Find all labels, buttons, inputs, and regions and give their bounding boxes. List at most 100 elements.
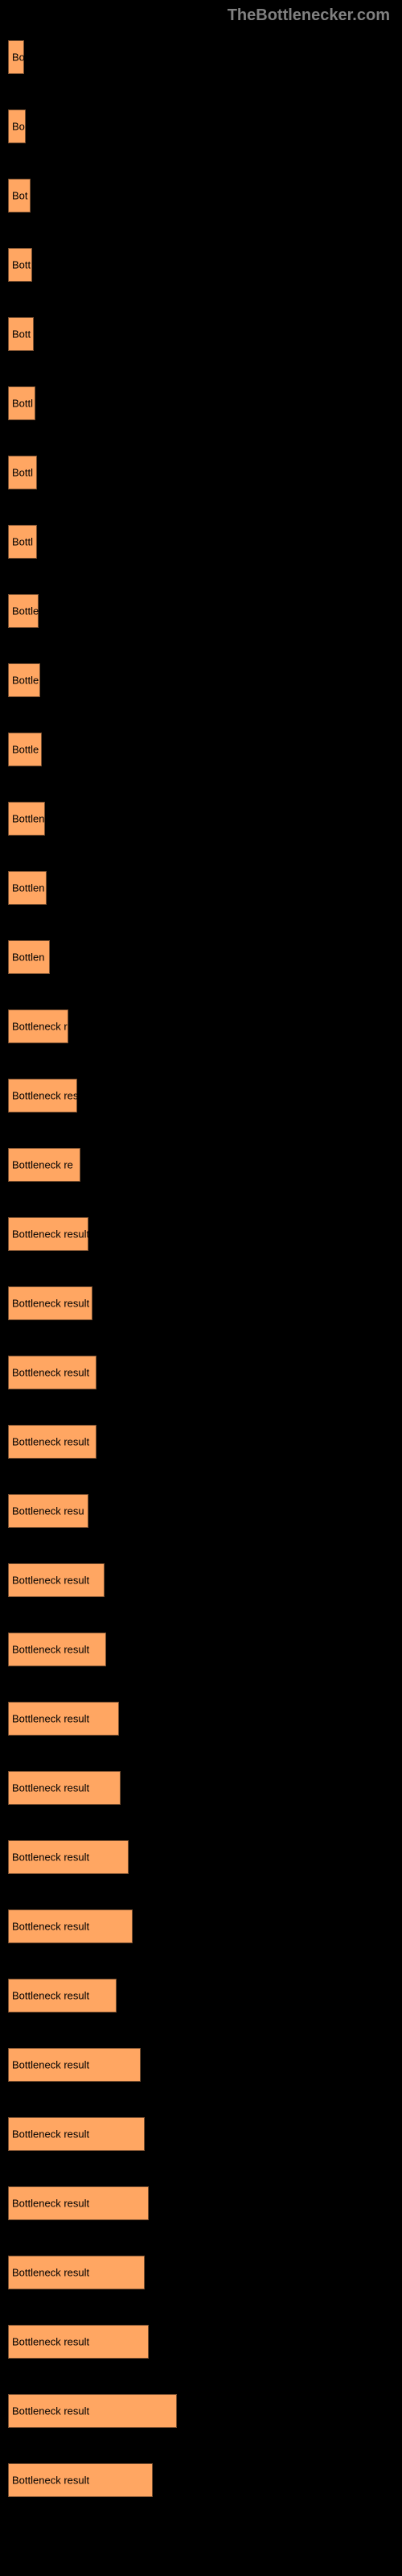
bar: Bottleneck result xyxy=(8,1909,133,1943)
bar-label: Bottlen xyxy=(12,952,44,964)
bar-label: Bo xyxy=(12,52,25,64)
bar: Bottleneck resu xyxy=(8,1494,88,1528)
bar: Bo xyxy=(8,109,26,143)
bar-row: Bot xyxy=(8,179,394,213)
bar: Bottleneck result xyxy=(8,1771,121,1805)
bar: Bottleneck result xyxy=(8,2463,153,2497)
bar-row: Bottleneck result xyxy=(8,2325,394,2359)
bar-row: Bottleneck result xyxy=(8,2256,394,2289)
bar-row: Bottleneck result xyxy=(8,1217,394,1251)
bar: Bot xyxy=(8,179,31,213)
bar-label: Bottle xyxy=(12,744,39,756)
bar-row: Bottleneck result xyxy=(8,1840,394,1874)
bar-row: Bottleneck result xyxy=(8,1633,394,1666)
bar: Bottl xyxy=(8,456,37,489)
bar-row: Bottlen xyxy=(8,871,394,905)
bar-label: Bottleneck result xyxy=(12,1575,89,1587)
bottleneck-bar-chart: Bo Bo Bot Bott Bott Bottl Bottl Bottl Bottle Bott… xyxy=(0,0,402,2549)
bar: Bottleneck result xyxy=(8,1425,96,1459)
bar-label: Bot xyxy=(12,190,28,202)
bar-label: Bottleneck result xyxy=(12,2267,89,2279)
bar-row: Bottleneck result xyxy=(8,1771,394,1805)
bar-row: Bottl xyxy=(8,525,394,559)
bar-label: Bottle xyxy=(12,675,39,687)
bar: Bottleneck result xyxy=(8,2394,177,2428)
bar-label: Bottl xyxy=(12,398,33,410)
bar-row: Bottleneck result xyxy=(8,1286,394,1320)
bar-row: Bottl xyxy=(8,456,394,489)
bar: Bott xyxy=(8,248,32,282)
bar: Bottl xyxy=(8,525,37,559)
bar-row: Bott xyxy=(8,248,394,282)
bar-label: Bottleneck result xyxy=(12,2128,89,2140)
bar-row: Bottleneck resu xyxy=(8,1494,394,1528)
bar: Bottleneck r xyxy=(8,1009,68,1043)
bar-row: Bottleneck r xyxy=(8,1009,394,1043)
bar-row: Bottleneck result xyxy=(8,2186,394,2220)
bar-row: Bottl xyxy=(8,386,394,420)
bar: Bottleneck res xyxy=(8,1079,77,1113)
bar-label: Bottl xyxy=(12,536,33,548)
bar-row: Bottleneck result xyxy=(8,1563,394,1597)
bar-row: Bottleneck result xyxy=(8,1425,394,1459)
bar: Bottleneck result xyxy=(8,2117,145,2151)
bar: Bottleneck result xyxy=(8,1356,96,1389)
bar-label: Bottleneck r xyxy=(12,1021,68,1033)
bar: Bottleneck result xyxy=(8,1840,129,1874)
bar-row: Bottleneck result xyxy=(8,1979,394,2013)
bar-row: Bottleneck result xyxy=(8,2463,394,2497)
bar-row: Bottleneck result xyxy=(8,1356,394,1389)
bar-label: Bottleneck re xyxy=(12,1159,73,1171)
bar: Bottleneck result xyxy=(8,1702,119,1736)
bar-row: Bottleneck result xyxy=(8,1702,394,1736)
bar-label: Bottleneck result xyxy=(12,2405,89,2417)
bar-label: Bottleneck result xyxy=(12,1436,89,1448)
bar-label: Bottl xyxy=(12,467,33,479)
bar: Bottleneck result xyxy=(8,1979,117,2013)
bar-label: Bottlen xyxy=(12,882,44,894)
bar: Bottle xyxy=(8,594,39,628)
bar-label: Bottleneck result xyxy=(12,2336,89,2348)
bar: Bottl xyxy=(8,386,35,420)
bar-label: Bottleneck resu xyxy=(12,1505,84,1517)
bar-row: Bottleneck res xyxy=(8,1079,394,1113)
bar: Bottleneck result xyxy=(8,1217,88,1251)
bar-label: Bottleneck result xyxy=(12,1921,89,1933)
bar-label: Bottlen xyxy=(12,813,44,825)
bar-label: Bottleneck result xyxy=(12,2198,89,2210)
bar-label: Bottleneck result xyxy=(12,2475,89,2487)
bar-row: Bottleneck result xyxy=(8,2117,394,2151)
bar-label: Bottleneck result xyxy=(12,1367,89,1379)
bar: Bottle xyxy=(8,733,42,766)
watermark-text: TheBottlenecker.com xyxy=(228,6,390,25)
bar: Bottleneck result xyxy=(8,2186,149,2220)
bar-label: Bottleneck result xyxy=(12,1298,89,1310)
bar: Bottleneck result xyxy=(8,2325,149,2359)
bar: Bottleneck result xyxy=(8,1286,92,1320)
bar-label: Bott xyxy=(12,259,31,271)
bar-row: Bottle xyxy=(8,594,394,628)
bar-label: Bottleneck result xyxy=(12,1228,89,1241)
bar: Bottlen xyxy=(8,940,50,974)
bar-label: Bottleneck result xyxy=(12,1644,89,1656)
bar: Bottlen xyxy=(8,871,47,905)
bar-label: Bottleneck result xyxy=(12,2059,89,2071)
bar: Bottlen xyxy=(8,802,45,836)
bar-row: Bottleneck result xyxy=(8,2048,394,2082)
bar: Bottleneck re xyxy=(8,1148,80,1182)
bar-row: Bo xyxy=(8,109,394,143)
bar-label: Bottle xyxy=(12,605,39,617)
bar-label: Bottleneck result xyxy=(12,1990,89,2002)
bar-row: Bottleneck result xyxy=(8,2394,394,2428)
bar-row: Bo xyxy=(8,40,394,74)
bar: Bottleneck result xyxy=(8,2256,145,2289)
bar-row: Bott xyxy=(8,317,394,351)
bar: Bott xyxy=(8,317,34,351)
bar: Bottleneck result xyxy=(8,2048,141,2082)
bar-row: Bottleneck result xyxy=(8,1909,394,1943)
bar-row: Bottleneck re xyxy=(8,1148,394,1182)
bar-label: Bottleneck result xyxy=(12,1852,89,1864)
bar-row: Bottlen xyxy=(8,802,394,836)
bar-label: Bottleneck res xyxy=(12,1090,78,1102)
bar-row: Bottle xyxy=(8,663,394,697)
